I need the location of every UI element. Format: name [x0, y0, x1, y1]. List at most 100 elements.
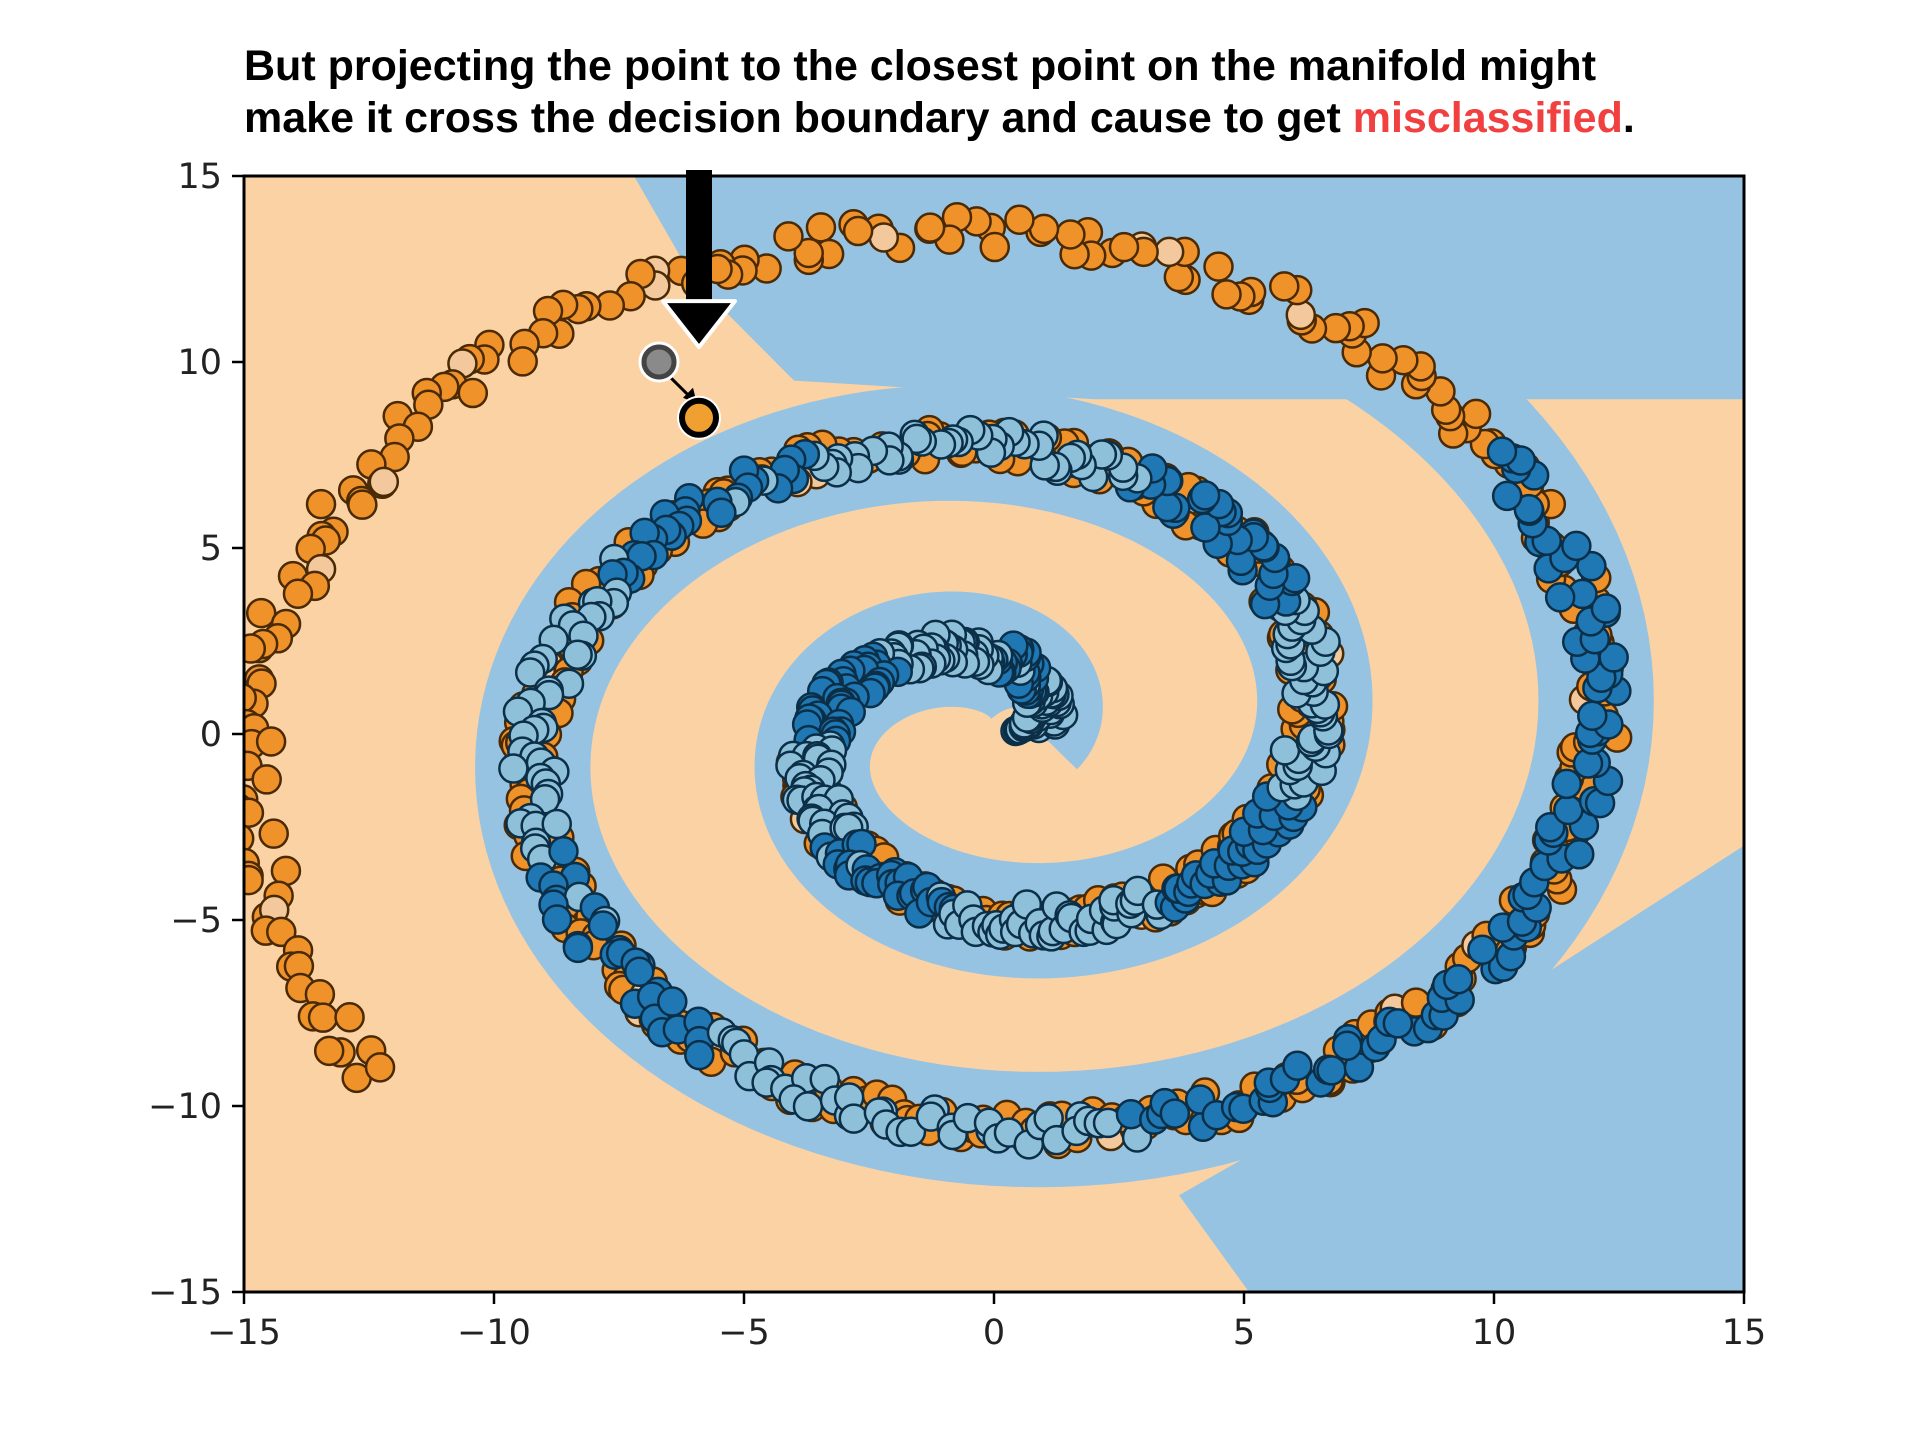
y-tick-label: 0 — [200, 715, 222, 755]
data-point-orange — [1203, 251, 1234, 282]
plot-area — [244, 176, 1744, 1292]
data-point-orange — [979, 231, 1010, 263]
data-point-blue — [792, 1091, 824, 1122]
data-point-orange — [244, 682, 257, 714]
original-point — [641, 344, 677, 380]
data-point-orange — [258, 818, 289, 849]
data-point-orange — [457, 377, 489, 409]
projected-point — [679, 397, 719, 438]
data-point-blue — [562, 932, 594, 964]
data-point-orange — [313, 1035, 345, 1067]
data-point-orange — [244, 633, 267, 664]
data-point-orange — [244, 797, 265, 828]
data-point-orange — [1108, 231, 1140, 263]
x-tick-label: 5 — [1233, 1313, 1255, 1353]
data-point-orange — [773, 221, 804, 252]
x-tick-label: 15 — [1722, 1313, 1767, 1353]
data-point-blue — [1269, 735, 1301, 766]
x-tick-label: −5 — [718, 1313, 770, 1353]
data-point-orange — [368, 466, 400, 498]
data-point-blue — [1513, 493, 1545, 525]
annotations — [638, 170, 737, 440]
data-point-blue — [1159, 1098, 1191, 1129]
data-point-blue — [1316, 1055, 1347, 1086]
data-point-blue — [548, 835, 579, 867]
data-points — [244, 201, 1633, 1160]
data-point-blue — [624, 956, 655, 988]
data-point-orange — [1004, 204, 1035, 235]
data-point-blue — [657, 986, 688, 1017]
data-point-blue — [1598, 642, 1629, 673]
data-point-orange — [364, 1052, 396, 1083]
y-tick-label: 10 — [177, 343, 222, 383]
data-point-orange — [507, 346, 538, 377]
data-point-blue — [587, 910, 619, 941]
data-point-orange — [255, 726, 287, 757]
data-point-orange — [1211, 279, 1242, 310]
data-point-blue — [1544, 582, 1576, 613]
data-point-orange — [868, 222, 900, 253]
arrow-head — [661, 299, 737, 350]
data-point-orange — [805, 212, 837, 243]
data-point-orange — [793, 237, 824, 269]
data-point-blue — [562, 639, 593, 670]
x-tick-label: −15 — [207, 1313, 281, 1353]
data-point-orange — [282, 578, 314, 610]
y-tick-label: −5 — [170, 901, 222, 941]
data-point-blue — [1561, 530, 1592, 562]
data-point-orange — [307, 1002, 339, 1033]
y-tick-label: −15 — [148, 1273, 222, 1313]
data-point-orange — [244, 824, 255, 854]
data-point-blue — [1382, 1008, 1414, 1039]
data-point-blue — [1189, 480, 1221, 511]
data-point-blue — [901, 423, 932, 455]
data-point-orange — [914, 212, 946, 243]
data-point-orange — [347, 489, 378, 520]
caption-line-1: But projecting the point to the closest … — [244, 42, 1597, 90]
data-point-blue — [541, 904, 573, 935]
data-point-blue — [1282, 1050, 1313, 1081]
data-point-blue — [1442, 963, 1474, 995]
data-point-blue — [1467, 934, 1498, 965]
data-point-orange — [251, 764, 282, 795]
caption-line-2-start: make it cross the decision boundary and … — [244, 94, 1353, 142]
data-point-blue — [1564, 839, 1595, 870]
data-point-orange — [1285, 299, 1317, 331]
data-point-orange — [1269, 271, 1300, 302]
data-point-blue — [1576, 550, 1607, 582]
x-tick-label: 0 — [983, 1313, 1005, 1353]
data-point-blue — [684, 1039, 715, 1071]
data-point-orange — [305, 488, 337, 520]
y-tick-label: −10 — [148, 1087, 222, 1127]
data-point-blue — [706, 497, 737, 528]
data-point-orange — [244, 864, 264, 896]
data-point-blue — [1486, 436, 1518, 467]
data-point-blue — [1577, 700, 1608, 731]
y-tick-label: 5 — [200, 529, 222, 569]
data-point-blue — [514, 657, 546, 688]
x-tick-label: −10 — [457, 1313, 531, 1353]
data-point-orange — [1163, 261, 1195, 293]
data-point-orange — [1460, 398, 1492, 430]
y-tick-label: 15 — [177, 157, 222, 197]
caption-misclassified-highlight: misclassified — [1352, 94, 1623, 142]
data-point-orange — [1153, 236, 1185, 268]
data-point-blue — [1553, 794, 1584, 826]
data-point-blue — [498, 753, 529, 784]
data-point-orange — [842, 215, 874, 247]
decision-region-blue-bottom — [1179, 845, 1744, 1292]
data-point-orange — [270, 855, 302, 887]
figure-caption: But projecting the point to the closest … — [244, 40, 1844, 144]
data-point-blue — [838, 1103, 870, 1134]
data-point-orange — [1367, 343, 1398, 374]
x-tick-label: 10 — [1472, 1313, 1517, 1353]
data-point-orange — [334, 1001, 365, 1033]
data-point-blue — [1590, 593, 1622, 624]
data-point-blue — [1491, 480, 1523, 512]
caption-line-2-end: . — [1622, 94, 1635, 142]
data-point-blue — [1331, 1030, 1363, 1061]
data-point-orange — [1055, 219, 1086, 250]
arrow-shaft — [686, 170, 712, 306]
data-point-blue — [1551, 768, 1583, 800]
